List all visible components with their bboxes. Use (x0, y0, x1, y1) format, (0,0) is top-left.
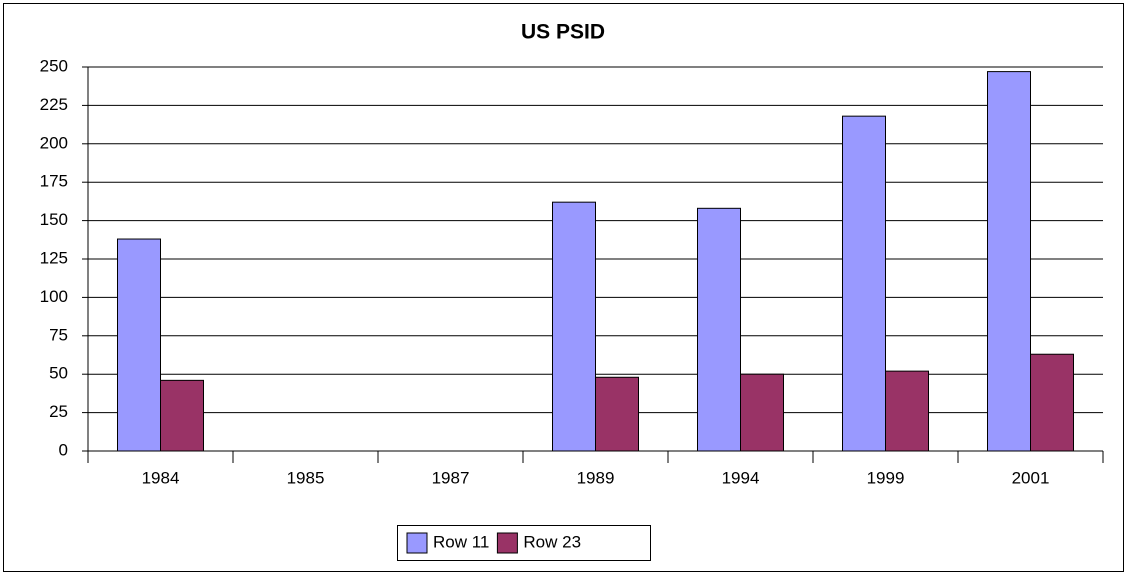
legend-label: Row 11 (433, 532, 489, 551)
bar (595, 376, 639, 452)
bar (987, 71, 1031, 452)
y-tick-label: 175 (40, 172, 68, 191)
y-tick-label: 25 (49, 402, 68, 421)
bar (1030, 353, 1074, 452)
y-tick-label: 150 (40, 210, 68, 229)
legend-swatch (406, 532, 428, 554)
legend-box (397, 525, 651, 561)
x-tick-label: 1999 (867, 468, 905, 487)
y-tick-label: 250 (40, 56, 68, 75)
bar (740, 373, 784, 452)
bar (552, 201, 596, 452)
x-tick-label: 1987 (432, 468, 470, 487)
legend-label: Row 23 (523, 532, 581, 551)
x-tick-label: 1985 (287, 468, 325, 487)
legend-swatch (496, 532, 518, 554)
x-tick-label: 1984 (142, 468, 180, 487)
y-tick-label: 100 (40, 287, 68, 306)
y-tick-label: 200 (40, 133, 68, 152)
y-tick-label: 125 (40, 248, 68, 267)
y-tick-label: 50 (49, 364, 68, 383)
y-tick-label: 0 (59, 440, 68, 459)
bar (697, 207, 741, 452)
x-tick-label: 2001 (1012, 468, 1050, 487)
bar (885, 370, 929, 452)
bar (160, 379, 204, 452)
bar (842, 115, 886, 452)
chart-title: US PSID (521, 21, 605, 44)
bar (117, 238, 161, 452)
x-tick-label: 1989 (577, 468, 615, 487)
y-tick-label: 75 (49, 325, 68, 344)
y-tick-label: 225 (40, 95, 68, 114)
x-tick-label: 1994 (722, 468, 760, 487)
